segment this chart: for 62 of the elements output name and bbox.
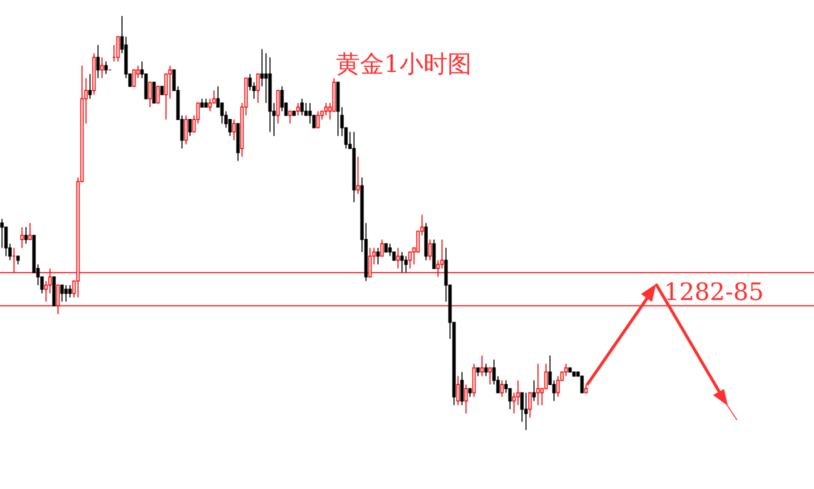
candlestick	[152, 82, 156, 104]
candlestick	[228, 119, 232, 137]
candlestick	[288, 110, 292, 124]
candlestick	[96, 44, 100, 79]
candlestick	[208, 98, 212, 112]
candlestick	[516, 380, 520, 406]
text: 黄金1小时图	[336, 50, 472, 78]
candlestick	[464, 384, 468, 414]
candlestick	[520, 392, 524, 422]
candlestick	[20, 226, 24, 248]
candlestick	[404, 256, 408, 274]
candlestick	[132, 69, 136, 87]
candlestick	[356, 156, 360, 195]
candlestick	[380, 239, 384, 257]
candlestick	[188, 119, 192, 137]
candlestick	[532, 380, 536, 402]
candlestick	[148, 82, 152, 108]
candlestick	[440, 239, 444, 270]
candlestick	[252, 82, 256, 100]
candlestick	[376, 247, 380, 265]
candlestick	[296, 102, 300, 116]
candlestick	[400, 251, 404, 274]
candlestick	[528, 392, 532, 418]
candlestick	[488, 367, 492, 385]
candlestick	[260, 48, 264, 87]
candlestick	[324, 102, 328, 116]
candlestick	[524, 392, 528, 430]
candlestick	[88, 73, 92, 100]
candlestick	[156, 86, 160, 104]
candlestick	[580, 376, 584, 394]
candlestick	[408, 251, 412, 270]
candlestick	[44, 280, 48, 302]
candlestick	[428, 239, 432, 261]
candlestick	[304, 102, 308, 116]
candlestick	[4, 226, 8, 257]
candlestick	[24, 226, 28, 244]
candlestick	[104, 61, 108, 74]
candlestick	[28, 222, 32, 240]
candlestick	[316, 110, 320, 128]
text: 1282-85	[664, 278, 764, 306]
candlestick	[396, 247, 400, 270]
candlestick	[484, 363, 488, 377]
candlestick	[308, 102, 312, 124]
candlestick	[68, 284, 72, 298]
candlestick	[212, 90, 216, 104]
candlestick	[64, 284, 68, 302]
candlestick	[220, 102, 224, 124]
candlestick	[512, 392, 516, 414]
candlestick	[168, 65, 172, 100]
candlestick	[100, 56, 104, 79]
candlestick	[388, 243, 392, 257]
candlestick	[416, 230, 420, 252]
candlestick	[60, 284, 64, 302]
candlestick	[508, 388, 512, 410]
candlestick	[536, 363, 540, 406]
candlestick	[480, 354, 484, 377]
candlestick	[116, 36, 120, 62]
candlestick	[312, 114, 316, 128]
candlestick	[248, 73, 252, 92]
candlestick	[0, 218, 4, 248]
candlestick	[564, 363, 568, 377]
candlestick	[232, 119, 236, 141]
